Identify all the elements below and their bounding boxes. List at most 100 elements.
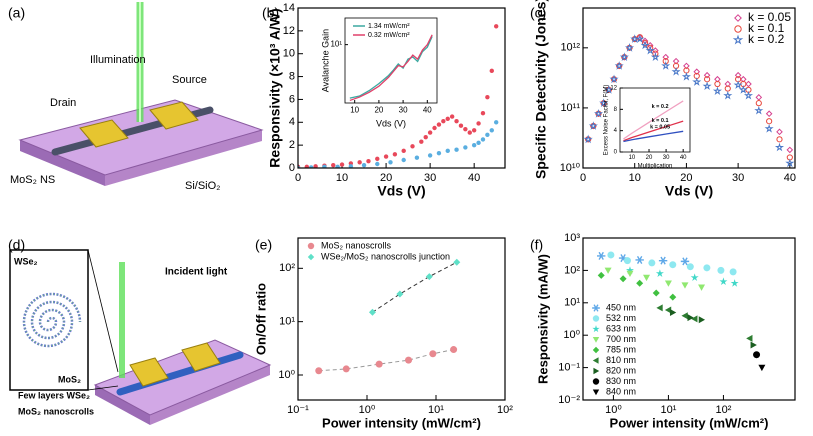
marker xyxy=(703,71,711,79)
marker xyxy=(313,164,318,168)
marker xyxy=(388,160,393,165)
marker xyxy=(453,258,461,266)
marker xyxy=(619,52,629,61)
marker xyxy=(597,271,605,279)
marker xyxy=(635,255,644,264)
marker xyxy=(375,161,380,167)
legend-marker xyxy=(593,367,600,375)
legend-label: 840 nm xyxy=(606,386,636,396)
label: Si/SiO₂ xyxy=(185,180,220,192)
x-axis-label: Vds (V) xyxy=(376,118,406,128)
marker xyxy=(449,114,455,119)
marker xyxy=(754,105,764,115)
legend-label: 1.34 mW/cm² xyxy=(368,23,410,30)
y-tick-label: 0 xyxy=(289,162,295,174)
legend-label: k = 0.1 xyxy=(748,21,785,35)
plot-area xyxy=(298,24,499,168)
marker xyxy=(309,165,314,168)
zoom-box xyxy=(9,249,89,391)
inset-background xyxy=(345,18,437,103)
series-line xyxy=(372,261,458,313)
marker xyxy=(463,126,468,132)
x-tick-label: 20 xyxy=(374,105,383,114)
legend-marker xyxy=(307,253,315,261)
marker xyxy=(342,365,350,373)
y-tick-label: 10¹¹ xyxy=(560,102,580,114)
label: Drain xyxy=(50,97,76,109)
label: MoS₂ xyxy=(58,374,81,384)
electrode xyxy=(181,342,221,372)
marker xyxy=(691,315,698,323)
marker xyxy=(681,71,691,81)
y-axis-label: Responsivity (×10³ A/W) xyxy=(267,8,283,167)
marker xyxy=(423,134,428,140)
panel-label: (b) xyxy=(262,5,279,21)
electrode xyxy=(129,357,169,387)
legend-label: 532 nm xyxy=(606,313,636,323)
y-tick-label: 10³ xyxy=(564,232,580,244)
marker xyxy=(733,80,743,89)
marker xyxy=(635,34,645,43)
marker xyxy=(786,146,794,154)
marker xyxy=(410,144,415,149)
legend-marker xyxy=(592,336,600,343)
plot-frame xyxy=(297,237,506,401)
y-tick-label: 10² xyxy=(279,262,295,274)
marker xyxy=(432,125,437,131)
marker xyxy=(335,164,340,168)
nanoscroll xyxy=(116,351,244,396)
marker xyxy=(766,118,773,125)
y-tick-label: 0 xyxy=(614,150,618,156)
marker xyxy=(683,62,690,70)
marker xyxy=(597,251,606,260)
illustration-a: (a) Illumination Source Drain MoS₂ NS Si… xyxy=(8,2,264,192)
y-tick-label: 10⁻¹ xyxy=(558,362,580,374)
series-line xyxy=(623,100,684,140)
y-tick-label: 8 xyxy=(289,70,295,82)
legend-label: 0.32 mW/cm² xyxy=(368,32,410,39)
legend-label: WSe₂/MoS₂ nanoscrolls junction xyxy=(321,251,450,261)
x-tick-label: 10² xyxy=(497,404,513,416)
chart: 10 20 30 40 10¹ Vds (V) Avalanche Gain 1.34 mW/… xyxy=(320,17,438,128)
x-tick-label: 30 xyxy=(424,172,436,184)
marker xyxy=(738,85,748,94)
marker xyxy=(661,61,671,70)
marker xyxy=(375,360,383,368)
marker xyxy=(776,136,783,143)
line-label: k = 0.2 xyxy=(652,104,669,110)
label: MoS₂ nanoscrolls xyxy=(18,406,94,416)
inset-background xyxy=(620,88,690,152)
label: WSe₂ xyxy=(14,256,38,266)
marker xyxy=(681,312,688,320)
y-tick-label: 4 xyxy=(614,128,618,134)
marker xyxy=(765,110,773,118)
marker xyxy=(664,280,672,287)
legend-label: 450 nm xyxy=(606,302,636,312)
y-tick-label: 4 xyxy=(289,116,295,128)
marker xyxy=(641,39,649,47)
marker xyxy=(607,251,615,259)
marker xyxy=(664,306,672,314)
x-axis-label: Power intensity (mW/cm²) xyxy=(322,415,481,430)
y-tick-label: 14 xyxy=(283,2,295,14)
marker xyxy=(331,162,336,168)
marker xyxy=(366,158,371,164)
plot-frame xyxy=(582,7,796,169)
marker xyxy=(471,142,477,148)
marker xyxy=(361,162,367,168)
legend-marker xyxy=(734,14,742,22)
plot-area xyxy=(597,251,766,372)
legend-label: 700 nm xyxy=(606,334,636,344)
y-tick-label: 10⁰ xyxy=(563,329,580,341)
plot-frame xyxy=(297,7,506,169)
marker xyxy=(655,269,664,277)
x-axis-label: Vds (V) xyxy=(665,183,713,199)
marker xyxy=(368,308,376,316)
electrode xyxy=(149,101,199,130)
x-axis-label: Vds (V) xyxy=(377,183,425,199)
x-tick-label: 10⁻¹ xyxy=(287,404,309,416)
marker xyxy=(785,158,795,168)
label: MoS₂ NS xyxy=(10,174,55,186)
legend-marker xyxy=(732,34,744,45)
